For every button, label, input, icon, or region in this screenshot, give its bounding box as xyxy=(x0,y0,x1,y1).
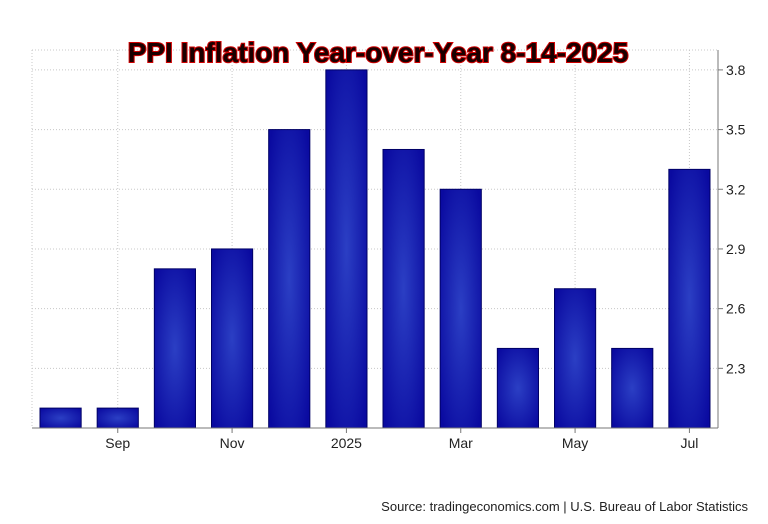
x-tick-label: Jul xyxy=(680,435,698,451)
y-tick-label: 2.6 xyxy=(726,301,746,317)
chart-title: PPI Inflation Year-over-Year 8-14-2025 xyxy=(128,37,629,68)
bar xyxy=(268,129,311,429)
bar xyxy=(382,148,425,429)
bar xyxy=(96,407,139,429)
bar xyxy=(153,268,196,429)
y-tick-label: 3.2 xyxy=(726,181,746,197)
x-tick-label: Nov xyxy=(220,435,245,451)
x-tick-label: Sep xyxy=(105,435,130,451)
bar xyxy=(325,69,368,429)
bar xyxy=(496,347,539,429)
y-tick-label: 2.3 xyxy=(726,360,746,376)
y-tick-label: 3.8 xyxy=(726,62,746,78)
bar xyxy=(39,407,82,429)
bar xyxy=(554,288,597,429)
y-tick-label: 3.5 xyxy=(726,122,746,138)
bars xyxy=(39,69,711,429)
axes xyxy=(32,50,723,433)
bar xyxy=(211,248,254,429)
bar xyxy=(611,347,654,429)
y-tick-label: 2.9 xyxy=(726,241,746,257)
x-tick-label: 2025 xyxy=(331,435,362,451)
tick-labels: 2.3 2.6 2.9 3.2 3.5 3.8 Sep Nov 2025 Mar May Jul xyxy=(105,62,745,451)
bar xyxy=(439,188,482,429)
bar xyxy=(668,168,711,429)
x-tick-label: Mar xyxy=(449,435,473,451)
x-tick-label: May xyxy=(562,435,588,451)
source-attribution: Source: tradingeconomics.com | U.S. Bure… xyxy=(381,499,748,514)
